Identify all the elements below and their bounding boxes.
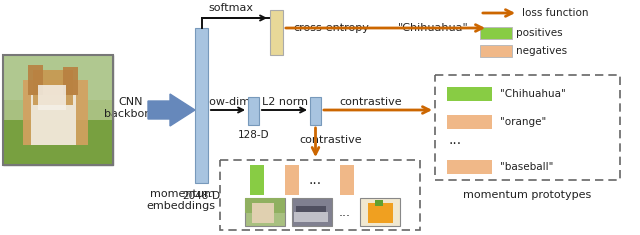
- Bar: [28, 65, 43, 95]
- Bar: [368, 203, 393, 223]
- FancyBboxPatch shape: [435, 75, 620, 180]
- Text: 128-D: 128-D: [237, 130, 269, 140]
- Bar: [3, 55, 113, 165]
- Bar: [270, 10, 283, 55]
- Bar: [31, 95, 76, 145]
- Text: loss function: loss function: [522, 8, 589, 18]
- Text: ...: ...: [308, 173, 321, 187]
- Text: L2 norm: L2 norm: [262, 97, 307, 107]
- Bar: [480, 27, 512, 39]
- Text: "Chihuahua": "Chihuahua": [500, 89, 566, 99]
- Bar: [292, 198, 332, 226]
- Polygon shape: [148, 94, 195, 126]
- Bar: [447, 115, 492, 129]
- Text: CNN
backbone: CNN backbone: [104, 97, 158, 119]
- Bar: [195, 28, 208, 183]
- Bar: [375, 200, 383, 206]
- Bar: [23, 80, 88, 145]
- Bar: [252, 203, 274, 223]
- Bar: [480, 45, 512, 57]
- Bar: [360, 198, 400, 226]
- Text: 2048-D: 2048-D: [182, 191, 221, 201]
- Bar: [248, 97, 259, 125]
- Bar: [33, 70, 73, 105]
- Text: contrastive: contrastive: [299, 135, 362, 145]
- Bar: [3, 120, 113, 165]
- Bar: [340, 165, 354, 195]
- Bar: [63, 67, 78, 95]
- Bar: [3, 55, 113, 165]
- Text: positives: positives: [516, 28, 563, 38]
- Text: ...: ...: [449, 133, 461, 147]
- FancyBboxPatch shape: [220, 160, 420, 230]
- Text: momentum prototypes: momentum prototypes: [463, 190, 591, 200]
- Text: momentum
embeddings: momentum embeddings: [146, 189, 215, 211]
- Text: ...: ...: [339, 205, 351, 219]
- Text: softmax: softmax: [208, 3, 253, 13]
- Bar: [250, 165, 264, 195]
- Bar: [3, 55, 113, 100]
- Bar: [447, 87, 492, 101]
- Text: cross-entropy: cross-entropy: [293, 23, 369, 33]
- Bar: [245, 198, 285, 213]
- Text: "Chihuahua": "Chihuahua": [398, 23, 468, 33]
- Text: low-dim: low-dim: [206, 97, 250, 107]
- Bar: [310, 97, 321, 125]
- Text: contrastive: contrastive: [340, 97, 403, 107]
- Bar: [285, 165, 299, 195]
- Bar: [38, 85, 66, 110]
- Text: "baseball": "baseball": [500, 162, 554, 172]
- Text: negatives: negatives: [516, 46, 567, 56]
- Text: "orange": "orange": [500, 117, 547, 127]
- Bar: [447, 160, 492, 174]
- Bar: [296, 206, 326, 220]
- Bar: [294, 212, 328, 222]
- Bar: [245, 198, 285, 226]
